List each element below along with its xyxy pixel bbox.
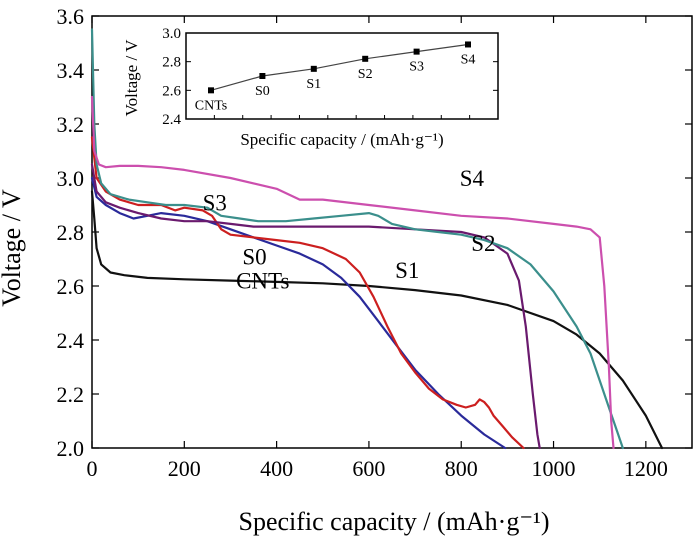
inset-point-s3 — [413, 48, 420, 55]
main-axes: 0 200 400 600 800 1000 1200 2.0 2.2 2.4 2.6 2.8 3.0 3… — [57, 4, 693, 481]
inset-point-label: S4 — [461, 52, 476, 67]
x-tick-label: 800 — [445, 456, 478, 481]
inset-chart: 2.4 2.6 2.8 3.0 CNTs S0 S1 S2 S3 S4 Specific cap… — [122, 26, 499, 149]
inset-point-s2 — [362, 55, 369, 62]
inset-point-label: S3 — [409, 60, 424, 75]
x-tick-label: 200 — [168, 456, 201, 481]
series-line-s2 — [90, 163, 541, 450]
series-line-s1 — [90, 136, 525, 450]
series-line-s0 — [90, 176, 507, 450]
curve-label-s2: S2 — [471, 231, 495, 256]
curve-label-s3: S3 — [203, 190, 227, 215]
y-tick-label: 2.8 — [57, 220, 85, 245]
series-line-s3 — [90, 28, 624, 450]
curve-label-s4: S4 — [460, 166, 485, 191]
y-tick-label: 2.2 — [57, 382, 85, 407]
inset-point-label: S1 — [306, 77, 321, 92]
y-tick-label: 3.4 — [57, 58, 85, 83]
inset-point-label: S2 — [358, 67, 373, 82]
inset-y-tick-label: 2.4 — [162, 112, 181, 128]
curve-label-cnts: CNTs — [236, 269, 289, 294]
inset-y-tick-label: 2.6 — [162, 83, 181, 99]
x-tick-label: 1000 — [532, 456, 576, 481]
x-tick-label: 0 — [87, 456, 98, 481]
inset-y-tick-label: 2.8 — [162, 55, 181, 71]
inset-y-axis-label: Voltage / V — [122, 39, 141, 117]
y-tick-label: 3.2 — [57, 112, 85, 137]
x-tick-label: 400 — [260, 456, 293, 481]
inset-point-s4 — [465, 41, 471, 48]
inset-point-s0 — [259, 73, 266, 79]
inset-point-label: CNTs — [195, 98, 227, 113]
y-tick-label: 2.4 — [57, 328, 85, 353]
y-tick-label: 2.0 — [57, 436, 85, 461]
inset-axes: 2.4 2.6 2.8 3.0 — [162, 26, 498, 128]
inset-y-tick-label: 3.0 — [162, 26, 181, 42]
y-tick-label: 3.6 — [57, 4, 85, 29]
y-tick-label: 2.6 — [57, 274, 85, 299]
inset-point-cnts — [208, 87, 214, 94]
inset-frame — [185, 32, 499, 120]
x-tick-label: 1200 — [624, 456, 668, 481]
x-axis-label: Specific capacity / (mAh·g⁻¹) — [238, 507, 549, 536]
inset-plot: CNTs S0 S1 S2 S3 S4 — [195, 41, 476, 113]
series-line-cnts — [90, 190, 664, 450]
inset-x-axis-label: Specific capacity / (mAh·g⁻¹) — [240, 130, 443, 149]
y-axis-label: Voltage / V — [0, 189, 26, 307]
curve-label-s1: S1 — [395, 258, 419, 283]
main-curves — [90, 28, 664, 450]
y-tick-label: 3.0 — [57, 166, 85, 191]
inset-point-label: S0 — [255, 84, 270, 99]
series-line-s4 — [90, 95, 615, 450]
inset-series-line — [210, 43, 469, 91]
curve-label-s0: S0 — [242, 244, 266, 269]
inset-point-s1 — [310, 65, 317, 72]
x-tick-label: 600 — [352, 456, 385, 481]
